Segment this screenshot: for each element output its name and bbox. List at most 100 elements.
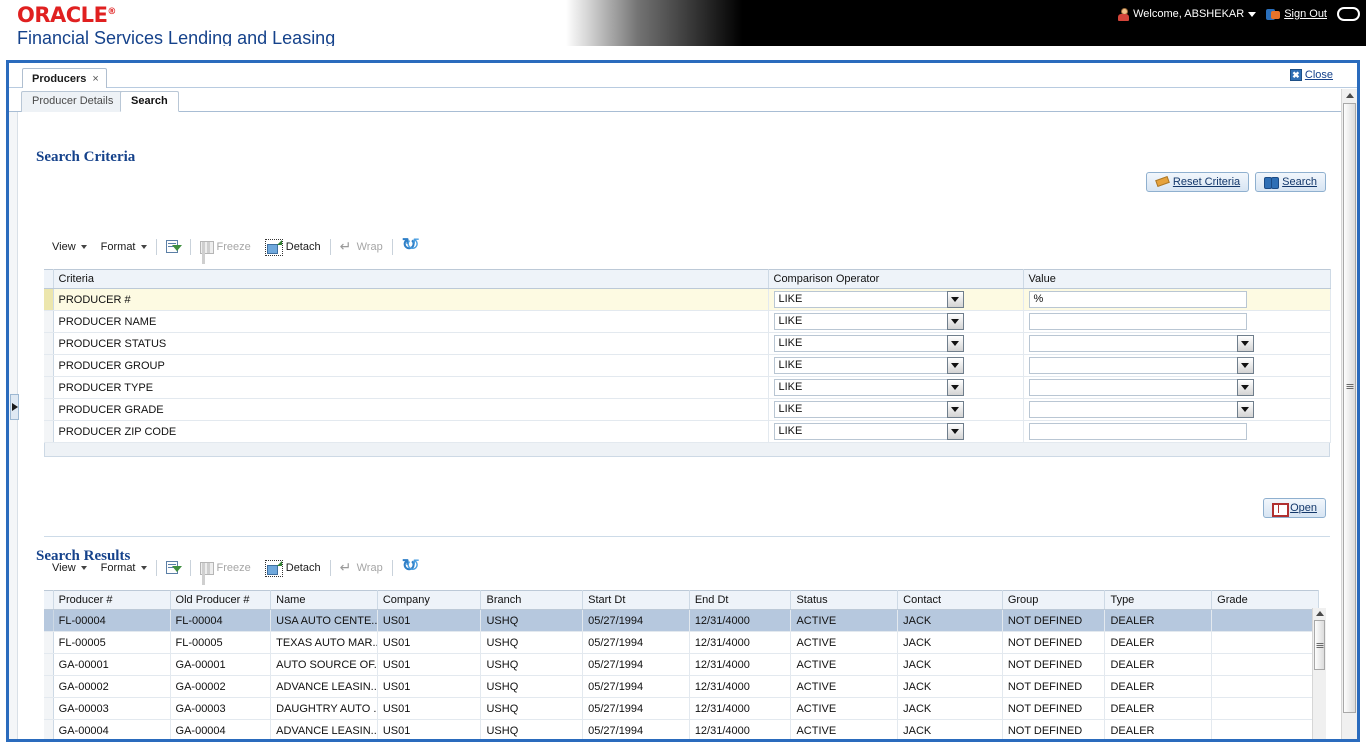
close-button[interactable]: ✖ Close (1289, 69, 1333, 81)
results-detach-button[interactable]: Detach (258, 558, 328, 578)
chevron-down-icon[interactable] (1236, 379, 1254, 396)
operator-combo[interactable]: LIKE (773, 379, 964, 396)
row-selector[interactable] (44, 675, 54, 698)
refresh-button[interactable] (395, 235, 427, 257)
results-freeze-button[interactable]: Freeze (193, 558, 258, 585)
search-button[interactable]: Search (1255, 172, 1326, 192)
cell-value[interactable] (1023, 420, 1331, 443)
table-row[interactable]: FL-00004 FL-00004 USA AUTO CENTE... US01 USH… (44, 609, 1319, 632)
column-header-producer[interactable]: Producer # (53, 590, 171, 610)
cell-comparison-operator[interactable]: LIKE (768, 420, 1024, 443)
query-by-example-button[interactable] (159, 237, 188, 257)
row-selector[interactable] (44, 697, 54, 720)
column-header-criteria[interactable]: Criteria (53, 269, 769, 289)
chevron-down-icon[interactable] (1236, 335, 1254, 352)
value-input[interactable] (1028, 423, 1247, 440)
detach-button[interactable]: Detach (258, 237, 328, 257)
open-button[interactable]: Open (1263, 498, 1326, 518)
value-combo[interactable] (1028, 401, 1254, 418)
cell-comparison-operator[interactable]: LIKE (768, 332, 1024, 355)
table-row[interactable]: GA-00002 GA-00002 ADVANCE LEASIN... US01 USH… (44, 675, 1319, 698)
cell-comparison-operator[interactable]: LIKE (768, 310, 1024, 333)
row-selector[interactable] (44, 376, 54, 399)
scrollbar-thumb[interactable] (1314, 620, 1325, 670)
row-selector[interactable] (44, 609, 54, 632)
value-input[interactable] (1028, 313, 1247, 330)
tab-producer-details[interactable]: Producer Details (21, 91, 125, 112)
table-row[interactable]: PRODUCER # LIKE% (44, 288, 1331, 311)
value-input[interactable] (1028, 379, 1237, 396)
row-selector[interactable] (44, 398, 54, 421)
column-header-old-producer[interactable]: Old Producer # (170, 590, 272, 610)
row-selector[interactable] (44, 332, 54, 355)
cell-value[interactable] (1023, 376, 1331, 399)
cell-value[interactable]: % (1023, 288, 1331, 311)
cell-value[interactable] (1023, 398, 1331, 421)
table-row[interactable]: GA-00001 GA-00001 AUTO SOURCE OF... US01 USH… (44, 653, 1319, 676)
column-header-company[interactable]: Company (377, 590, 482, 610)
chevron-down-icon[interactable] (1236, 357, 1254, 374)
results-format-menu[interactable]: Format (94, 558, 154, 578)
results-wrap-button[interactable]: Wrap (333, 558, 390, 578)
table-row[interactable]: PRODUCER GRADE LIKE (44, 398, 1331, 421)
cell-value[interactable] (1023, 310, 1331, 333)
value-combo[interactable] (1028, 379, 1254, 396)
chevron-down-icon[interactable] (946, 291, 964, 308)
row-selector[interactable] (44, 653, 54, 676)
wrap-button[interactable]: Wrap (333, 237, 390, 257)
column-header-type[interactable]: Type (1104, 590, 1213, 610)
table-row[interactable]: FL-00005 FL-00005 TEXAS AUTO MAR... US01 USH… (44, 631, 1319, 654)
cell-comparison-operator[interactable]: LIKE (768, 376, 1024, 399)
chevron-down-icon[interactable] (946, 313, 964, 330)
results-view-menu[interactable]: View (45, 558, 94, 578)
operator-combo[interactable]: LIKE (773, 423, 964, 440)
value-input[interactable] (1028, 335, 1237, 352)
results-query-by-example-button[interactable] (159, 558, 188, 578)
table-row[interactable]: PRODUCER ZIP CODE LIKE (44, 420, 1331, 443)
cell-value[interactable] (1023, 354, 1331, 377)
column-header-branch[interactable]: Branch (480, 590, 584, 610)
column-header-group[interactable]: Group (1002, 590, 1106, 610)
cell-comparison-operator[interactable]: LIKE (768, 398, 1024, 421)
row-selector[interactable] (44, 631, 54, 654)
column-header-start[interactable]: Start Dt (582, 590, 690, 610)
column-header-contact[interactable]: Contact (897, 590, 1003, 610)
column-header-end[interactable]: End Dt (689, 590, 792, 610)
column-header-status[interactable]: Status (790, 590, 899, 610)
operator-combo[interactable]: LIKE (773, 313, 964, 330)
format-menu[interactable]: Format (94, 237, 154, 257)
value-combo[interactable] (1028, 357, 1254, 374)
cell-comparison-operator[interactable]: LIKE (768, 288, 1024, 311)
row-selector[interactable] (44, 420, 54, 443)
scroll-up-icon[interactable] (1315, 611, 1324, 616)
table-row[interactable]: PRODUCER GROUP LIKE (44, 354, 1331, 377)
column-header-grade[interactable]: Grade (1211, 590, 1319, 610)
sign-out-button[interactable]: Sign Out (1266, 8, 1327, 21)
chevron-down-icon[interactable] (1236, 401, 1254, 418)
chevron-down-icon[interactable] (946, 357, 964, 374)
close-icon[interactable]: × (92, 72, 99, 85)
welcome-menu[interactable]: Welcome, ABSHEKAR (1118, 7, 1257, 21)
column-header-value[interactable]: Value (1023, 269, 1331, 289)
value-input[interactable] (1028, 357, 1237, 374)
chevron-down-icon[interactable] (946, 379, 964, 396)
sign-out-link[interactable]: Sign Out (1284, 8, 1327, 20)
table-row[interactable]: PRODUCER STATUS LIKE (44, 332, 1331, 355)
column-header-comparison-operator[interactable]: Comparison Operator (768, 269, 1024, 289)
table-row[interactable]: GA-00003 GA-00003 DAUGHTRY AUTO ... US01 USH… (44, 697, 1319, 720)
row-selector[interactable] (44, 354, 54, 377)
cell-value[interactable] (1023, 332, 1331, 355)
document-tab-producers[interactable]: Producers × (22, 68, 107, 88)
operator-combo[interactable]: LIKE (773, 335, 964, 352)
cell-comparison-operator[interactable]: LIKE (768, 354, 1024, 377)
expand-sidebar-handle[interactable] (10, 394, 19, 420)
results-refresh-button[interactable] (395, 556, 427, 578)
freeze-button[interactable]: Freeze (193, 237, 258, 264)
table-row[interactable]: PRODUCER TYPE LIKE (44, 376, 1331, 399)
row-selector[interactable] (44, 719, 54, 739)
row-selector[interactable] (44, 310, 54, 333)
operator-combo[interactable]: LIKE (773, 357, 964, 374)
reset-criteria-button[interactable]: Reset Criteria (1145, 172, 1250, 192)
operator-combo[interactable]: LIKE (773, 401, 964, 418)
chevron-down-icon[interactable] (946, 335, 964, 352)
